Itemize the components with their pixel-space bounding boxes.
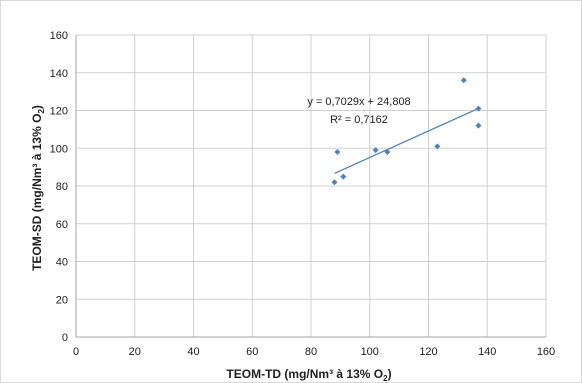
trendline-r2: R² = 0,7162 [330, 114, 388, 126]
y-tick-label: 80 [56, 181, 68, 193]
data-point [434, 143, 441, 150]
data-point [334, 149, 341, 156]
y-axis-title-main: TEOM-SD (mg/Nm³ à 13% O [30, 114, 44, 271]
x-tick-label: 140 [478, 346, 496, 358]
y-tick-label: 160 [50, 30, 68, 42]
x-tick-label: 60 [246, 346, 258, 358]
x-axis-title: TEOM-TD (mg/Nm³ à 13% O2) [226, 367, 391, 382]
data-points [331, 77, 482, 186]
y-tick-label: 20 [56, 294, 68, 306]
data-point [372, 147, 379, 154]
x-axis-title-main: TEOM-TD (mg/Nm³ à 13% O [226, 367, 383, 381]
data-point [340, 173, 347, 180]
x-tick-label: 20 [129, 346, 141, 358]
y-tick-label: 120 [50, 106, 68, 118]
trendline-group [334, 107, 479, 175]
y-axis-title-sub: 2 [37, 109, 46, 114]
grid [75, 34, 547, 338]
data-point [331, 179, 338, 186]
y-tick-label: 60 [56, 219, 68, 231]
y-tick-label: 40 [56, 257, 68, 269]
x-tick-label: 100 [361, 346, 379, 358]
x-tick-label: 120 [419, 346, 437, 358]
y-axis-title-end: ) [30, 105, 44, 109]
data-point [384, 149, 391, 156]
trendline-equation: y = 0,7029x + 24,808 [307, 96, 410, 108]
x-axis-title-end: ) [388, 367, 392, 381]
labels: y = 0,7029x + 24,808 R² = 0,7162 TEOM-TD… [30, 96, 411, 382]
x-axis-title-sub: 2 [383, 374, 388, 382]
x-tick-label: 0 [73, 346, 79, 358]
data-point [475, 105, 482, 112]
y-axis-title: TEOM-SD (mg/Nm³ à 13% O2) [30, 105, 46, 271]
y-tick-label: 140 [50, 68, 68, 80]
y-tick-label: 100 [50, 143, 68, 155]
data-point [460, 77, 467, 84]
tick-labels: 0 20 40 60 80 100 120 140 160 0 20 40 60 80 100 120 140 1… [50, 30, 556, 358]
x-tick-label: 160 [537, 346, 555, 358]
data-point [475, 122, 482, 129]
y-tick-label: 0 [62, 332, 68, 344]
x-tick-label: 40 [187, 346, 199, 358]
x-tick-label: 80 [305, 346, 317, 358]
trendline [334, 107, 479, 175]
